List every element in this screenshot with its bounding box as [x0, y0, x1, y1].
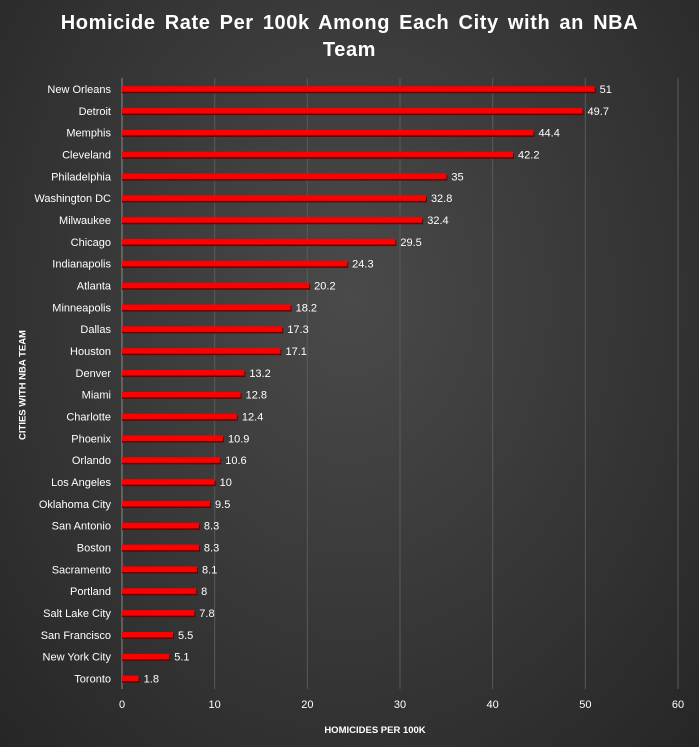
data-label: 17.3 — [287, 324, 308, 336]
bar-new-york-city — [122, 653, 170, 660]
data-label: 24.3 — [352, 259, 373, 271]
bar-milwaukee — [122, 217, 423, 223]
data-label: 51 — [600, 84, 612, 96]
bar-miami — [122, 391, 241, 398]
y-axis-label: CITIES WITH NBA TEAM — [17, 330, 29, 440]
category-label: San Antonio — [52, 521, 111, 533]
data-label: 10 — [220, 477, 232, 489]
bar-philadelphia — [122, 173, 447, 180]
chart-title-line-2: Team — [322, 39, 377, 61]
data-label: 49.7 — [588, 106, 609, 118]
bar-washington-dc — [122, 195, 426, 201]
data-label: 29.5 — [400, 237, 421, 249]
category-label: Cleveland — [62, 149, 111, 161]
bar-san-francisco — [122, 632, 173, 638]
category-label: Toronto — [74, 673, 111, 685]
category-label: Indianapolis — [52, 259, 111, 271]
data-label: 12.4 — [242, 411, 263, 423]
category-label: San Francisco — [41, 630, 111, 642]
category-label: Detroit — [79, 106, 111, 118]
bar-houston — [122, 348, 281, 354]
category-label: Atlanta — [77, 280, 112, 292]
data-label: 32.4 — [427, 215, 448, 227]
category-label: New Orleans — [47, 84, 111, 96]
data-label: 8.3 — [204, 521, 219, 533]
x-tick-label: 0 — [119, 699, 125, 711]
bar-phoenix — [122, 435, 224, 442]
category-label: Sacramento — [52, 564, 111, 576]
data-label: 8 — [201, 586, 207, 598]
bar-los-angeles — [122, 479, 215, 485]
bar-memphis — [122, 129, 534, 136]
x-tick-label: 50 — [579, 699, 591, 711]
bar-toronto — [122, 675, 139, 682]
labels: 0 10 20 30 40 50 60 New Orleans 51 Detroit 49.7 Mem… — [34, 84, 684, 711]
bar-charlotte — [122, 413, 237, 420]
data-label: 8.1 — [202, 564, 217, 576]
bar-orlando — [122, 457, 221, 463]
category-label: Chicago — [71, 237, 111, 249]
data-label: 8.3 — [204, 542, 219, 554]
data-label: 32.8 — [431, 193, 452, 205]
category-label: Milwaukee — [59, 215, 111, 227]
bar-detroit — [122, 108, 583, 114]
category-label: Orlando — [72, 455, 111, 467]
x-tick-label: 10 — [209, 699, 221, 711]
data-label: 1.8 — [144, 673, 159, 685]
data-label: 10.9 — [228, 433, 249, 445]
chart-title-line-1: Homicide Rate Per 100k Among Each City w… — [60, 12, 639, 34]
data-label: 17.1 — [285, 346, 306, 358]
category-label: Denver — [76, 368, 112, 380]
data-label: 35 — [451, 171, 463, 183]
data-label: 44.4 — [538, 128, 559, 140]
category-label: Washington DC — [34, 193, 111, 205]
x-tick-label: 30 — [394, 699, 406, 711]
data-label: 42.2 — [518, 149, 539, 161]
data-label: 13.2 — [249, 368, 270, 380]
x-tick-label: 20 — [301, 699, 313, 711]
bar-portland — [122, 588, 197, 594]
x-tick-label: 40 — [487, 699, 499, 711]
category-label: Portland — [70, 586, 111, 598]
bar-cleveland — [122, 151, 514, 158]
bar-indianapolis — [122, 260, 348, 267]
bar-sacramento — [122, 566, 198, 573]
bar-atlanta — [122, 282, 310, 289]
bar-oklahoma-city — [122, 501, 211, 507]
data-label: 9.5 — [215, 499, 230, 511]
bar-dallas — [122, 326, 283, 332]
data-label: 5.5 — [178, 630, 193, 642]
category-label: Memphis — [66, 128, 111, 140]
bar-boston — [122, 544, 199, 551]
category-label: Houston — [70, 346, 111, 358]
category-label: Philadelphia — [51, 171, 112, 183]
category-label: Phoenix — [71, 433, 111, 445]
category-label: Minneapolis — [52, 302, 111, 314]
category-label: Los Angeles — [51, 477, 111, 489]
x-tick-label: 60 — [672, 699, 684, 711]
data-label: 7.8 — [199, 608, 214, 620]
category-label: Oklahoma City — [39, 499, 112, 511]
bar-san-antonio — [122, 522, 199, 529]
chart-title: Homicide Rate Per 100k Among Each City w… — [0, 10, 699, 64]
data-label: 10.6 — [225, 455, 246, 467]
bar-minneapolis — [122, 304, 291, 311]
bars — [122, 86, 596, 683]
category-label: Dallas — [80, 324, 111, 336]
data-label: 12.8 — [246, 390, 267, 402]
x-axis-label: HOMICIDES PER 100K — [324, 725, 426, 736]
category-label: Charlotte — [66, 411, 111, 423]
data-label: 20.2 — [314, 280, 335, 292]
data-label: 18.2 — [296, 302, 317, 314]
category-label: Boston — [77, 542, 111, 554]
bar-new-orleans — [122, 86, 595, 92]
data-label: 5.1 — [174, 652, 189, 664]
bar-chicago — [122, 239, 396, 245]
category-label: Miami — [82, 390, 111, 402]
bar-denver — [122, 370, 245, 376]
category-label: New York City — [43, 652, 112, 664]
category-label: Salt Lake City — [43, 608, 111, 620]
bar-salt-lake-city — [122, 610, 195, 616]
